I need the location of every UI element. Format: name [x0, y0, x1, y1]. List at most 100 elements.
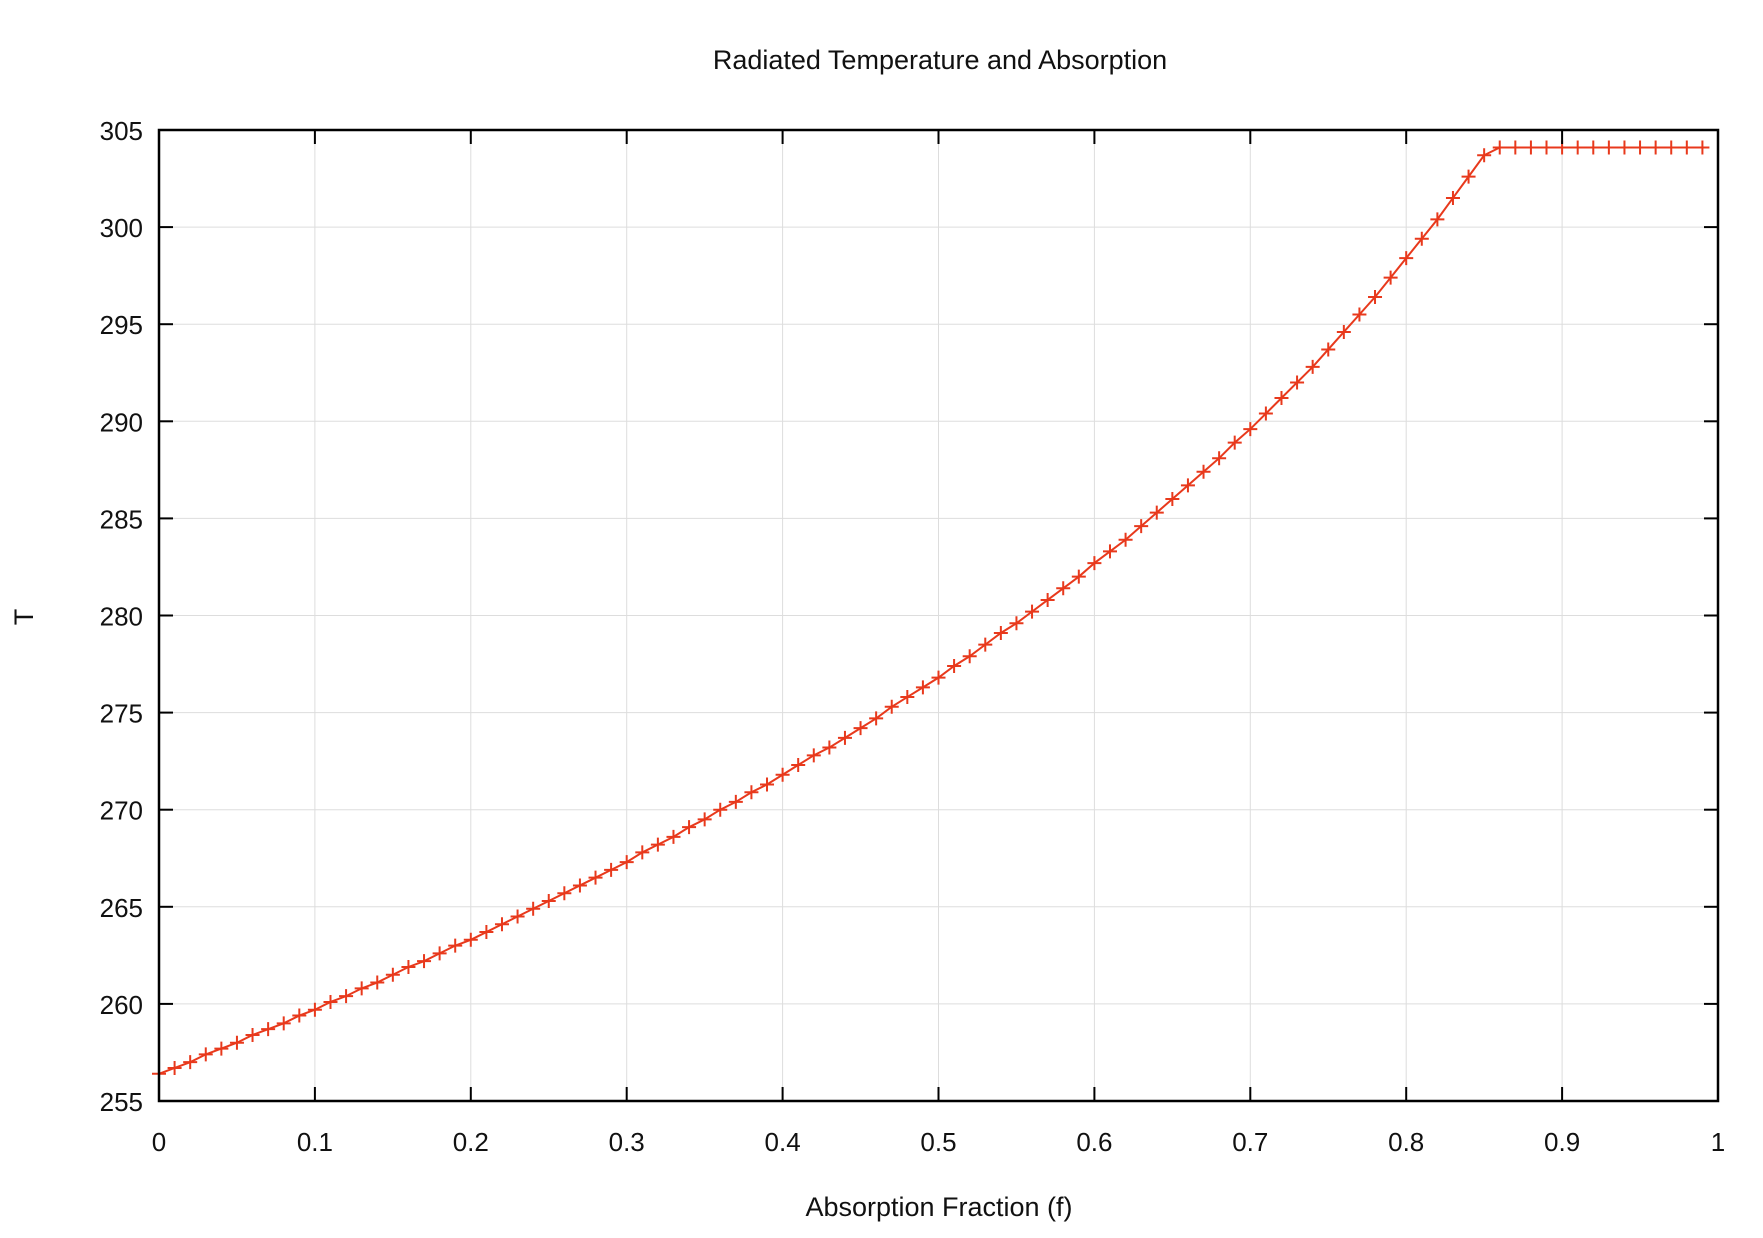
data-point-marker [1305, 359, 1320, 374]
series-temperature [152, 140, 1710, 1081]
data-point-marker [276, 1016, 291, 1031]
y-tick-label: 260 [100, 990, 143, 1020]
data-point-marker [588, 870, 603, 885]
grid [159, 130, 1718, 1101]
x-tick-label: 0.8 [1388, 1127, 1424, 1157]
data-point-marker [993, 625, 1008, 640]
data-point-marker [1523, 140, 1538, 155]
x-tick-label: 0.3 [609, 1127, 645, 1157]
data-point-marker [1274, 391, 1289, 405]
series-line [158, 146, 1703, 1075]
x-tick-label: 0.9 [1544, 1127, 1580, 1157]
data-point-marker [1617, 140, 1632, 155]
data-point-marker [1508, 140, 1523, 155]
data-point-marker [1633, 140, 1648, 155]
data-point-marker [229, 1035, 244, 1050]
data-point-marker [962, 649, 977, 664]
data-point-marker [1087, 556, 1102, 571]
data-point-marker [494, 917, 509, 932]
data-point-marker [432, 946, 447, 961]
data-point-marker [1461, 169, 1476, 184]
data-point-marker [1601, 140, 1616, 155]
data-point-marker [806, 748, 821, 763]
y-axis-label: T [9, 609, 39, 626]
x-tick-label: 0.7 [1232, 1127, 1268, 1157]
data-point-marker [1679, 140, 1694, 155]
data-point-marker [1243, 422, 1258, 437]
data-point-marker [572, 878, 587, 893]
data-point-marker [1102, 544, 1117, 559]
data-point-marker [853, 721, 868, 736]
data-point-marker [1071, 569, 1086, 584]
data-point-marker [1383, 270, 1398, 285]
y-tick-label: 295 [100, 310, 143, 340]
data-point-marker [261, 1022, 276, 1037]
data-point-marker [292, 1008, 307, 1023]
data-point-marker [1414, 231, 1429, 246]
data-point-marker [323, 994, 338, 1009]
data-point-marker [915, 680, 930, 695]
data-point-marker [557, 886, 572, 901]
data-point-marker [744, 785, 759, 800]
data-point-marker [775, 767, 790, 782]
axis-ticks: 0 0.1 0.2 0.3 0.4 0.5 0.6 0.7 0.8 0.9 1 255 260 265 27… [100, 116, 1726, 1157]
data-point-marker [1134, 519, 1149, 534]
data-point-marker [463, 932, 478, 947]
data-point-marker [978, 637, 993, 652]
data-point-marker [370, 975, 385, 990]
data-point-marker [619, 855, 634, 870]
x-tick-label: 1 [1711, 1127, 1725, 1157]
data-point-marker [307, 1002, 322, 1017]
data-point-marker [245, 1027, 260, 1042]
data-point-marker [198, 1047, 213, 1062]
data-point-marker [1009, 616, 1024, 631]
data-point-marker [1695, 140, 1710, 155]
data-point-marker [650, 837, 665, 852]
data-point-marker [1368, 290, 1383, 305]
data-point-marker [1492, 140, 1507, 155]
data-point-marker [510, 909, 525, 924]
x-axis-label: Absorption Fraction (f) [805, 1192, 1072, 1222]
data-point-marker [1399, 251, 1414, 266]
y-tick-label: 300 [100, 213, 143, 243]
data-point-marker [401, 960, 416, 974]
y-tick-label: 265 [100, 893, 143, 923]
data-point-marker [183, 1055, 198, 1070]
x-tick-label: 0.2 [453, 1127, 489, 1157]
data-point-marker [837, 730, 852, 745]
data-point-marker [1539, 140, 1554, 155]
data-point-marker [947, 658, 962, 673]
data-point-marker [1227, 435, 1242, 450]
data-point-marker [900, 690, 915, 705]
data-point-marker [214, 1041, 229, 1056]
data-point-marker [931, 670, 946, 685]
x-tick-label: 0.1 [297, 1127, 333, 1157]
data-point-marker [728, 794, 743, 809]
data-point-marker [1149, 505, 1164, 520]
data-point-marker [1118, 532, 1133, 547]
data-point-marker [682, 820, 697, 835]
x-tick-label: 0.5 [920, 1127, 956, 1157]
data-point-marker [1180, 478, 1195, 493]
data-point-marker [635, 845, 650, 860]
data-point-marker [1040, 592, 1055, 607]
data-point-marker [884, 699, 899, 714]
data-point-marker [417, 954, 432, 969]
data-point-marker [1290, 375, 1305, 390]
data-point-marker [1258, 406, 1273, 421]
y-tick-label: 255 [100, 1087, 143, 1117]
data-point-marker [791, 758, 806, 773]
data-point-marker [385, 967, 400, 982]
data-point-marker [1352, 307, 1367, 322]
data-point-marker [666, 829, 681, 844]
data-point-marker [1321, 342, 1336, 357]
data-point-marker [822, 740, 837, 755]
data-point-marker [1586, 140, 1601, 155]
data-point-marker [1570, 140, 1585, 155]
data-point-marker [1336, 324, 1351, 339]
data-point-marker [1430, 212, 1445, 227]
data-point-marker [1196, 464, 1211, 479]
y-tick-label: 270 [100, 796, 143, 826]
data-point-marker [339, 989, 354, 1004]
